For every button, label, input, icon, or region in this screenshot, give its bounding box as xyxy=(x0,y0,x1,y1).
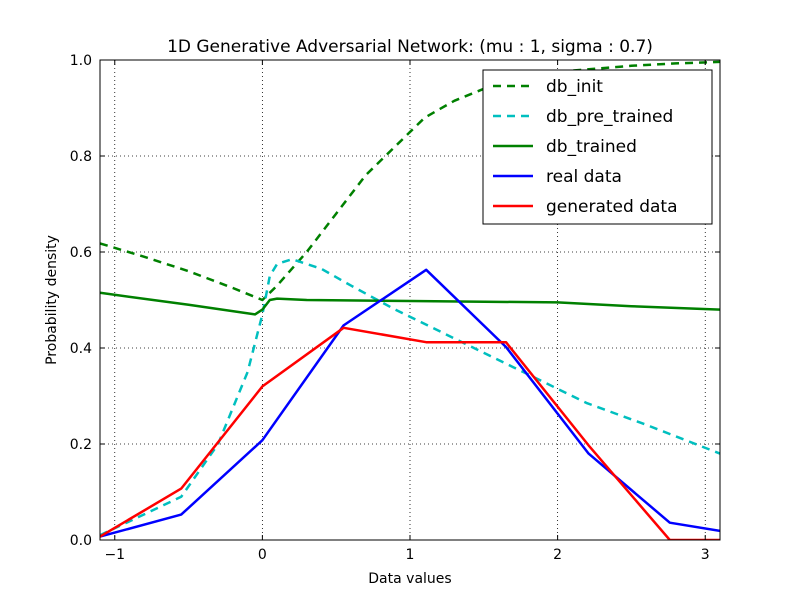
x-tick-label: 2 xyxy=(553,547,562,563)
y-tick-label: 0.2 xyxy=(70,437,92,453)
legend-label-db-init: db_init xyxy=(546,77,603,97)
x-axis-label: Data values xyxy=(368,571,451,587)
y-tick-label: 1.0 xyxy=(70,53,92,69)
y-tick-label: 0.0 xyxy=(70,533,92,549)
y-axis-label: Probability density xyxy=(44,235,60,365)
y-tick-label: 0.8 xyxy=(70,149,92,165)
x-tick-label: 1 xyxy=(406,547,415,563)
series-line-db-trained xyxy=(100,291,720,316)
legend-label-db-trained: db_trained xyxy=(546,137,637,157)
chart-title: 1D Generative Adversarial Network: (mu :… xyxy=(167,37,653,57)
series-line-generated-data xyxy=(100,326,720,540)
x-tick-label: 3 xyxy=(701,547,710,563)
x-tick-label: −1 xyxy=(104,547,125,563)
series-lines xyxy=(100,60,720,540)
y-tick-label: 0.6 xyxy=(70,245,92,261)
legend-label-db-pre-trained: db_pre_trained xyxy=(546,107,673,127)
axis-ticks: −1 0 1 2 3 0.0 0.2 0.4 0.6 0.8 1.0 xyxy=(70,53,720,563)
series-line-real-data xyxy=(100,268,720,538)
series-line-db-init xyxy=(100,60,720,302)
y-tick-label: 0.4 xyxy=(70,341,92,357)
legend-label-generated-data: generated data xyxy=(546,197,678,217)
legend-label-real-data: real data xyxy=(546,167,622,187)
series-line-db-pre-trained xyxy=(100,257,720,537)
x-tick-label: 0 xyxy=(258,547,267,563)
